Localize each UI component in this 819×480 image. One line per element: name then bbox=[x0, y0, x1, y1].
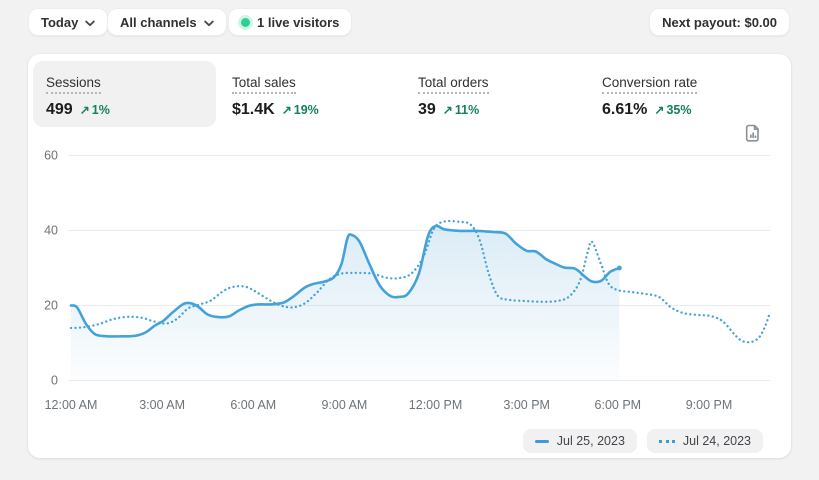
legend-label: Jul 25, 2023 bbox=[556, 434, 625, 448]
trend-badge: ↗ 19% bbox=[282, 103, 319, 117]
series-area-fill bbox=[71, 225, 620, 381]
trend-badge: ↗ 11% bbox=[443, 103, 479, 117]
channel-filter-label: All channels bbox=[120, 14, 197, 30]
metric-label: Conversion rate bbox=[602, 75, 698, 94]
metric-label: Sessions bbox=[46, 75, 101, 94]
x-axis-tick-label: 9:00 PM bbox=[686, 398, 733, 412]
trend-delta: 35% bbox=[666, 103, 692, 117]
sessions-line-chart[interactable]: 0 20 40 60 12:00 AM 3:00 AM 6:00 AM 9:00 AM 12:0… bbox=[28, 54, 791, 458]
y-axis-tick-label: 60 bbox=[44, 149, 58, 163]
metric-value: $1.4K bbox=[232, 101, 275, 118]
chart-legend: Jul 25, 2023 Jul 24, 2023 bbox=[522, 429, 763, 453]
trend-up-icon: ↗ bbox=[281, 103, 292, 117]
series-endpoint-dot bbox=[616, 265, 622, 271]
live-visitors-badge[interactable]: 1 live visitors bbox=[228, 8, 353, 36]
metric-tab-total-sales[interactable]: Total sales $1.4K ↗ 19% bbox=[232, 74, 319, 119]
metric-tab-sessions[interactable]: Sessions 499 ↗ 1% bbox=[46, 74, 110, 119]
trend-delta: 11% bbox=[454, 103, 480, 117]
metric-tab-total-orders[interactable]: Total orders 39 ↗ 11% bbox=[418, 74, 489, 119]
dotted-line-swatch-icon bbox=[658, 439, 675, 443]
metric-value: 499 bbox=[46, 101, 73, 118]
trend-up-icon: ↗ bbox=[79, 103, 90, 117]
metric-value: 6.61% bbox=[602, 101, 648, 118]
date-range-label: Today bbox=[41, 14, 79, 30]
date-range-button[interactable]: Today bbox=[28, 8, 109, 36]
trend-up-icon: ↗ bbox=[654, 103, 665, 117]
next-payout-label: Next payout: $0.00 bbox=[662, 14, 777, 30]
legend-item-jul-24[interactable]: Jul 24, 2023 bbox=[646, 429, 763, 453]
top-bar: Today All channels 1 live visitors Next … bbox=[0, 0, 819, 48]
x-axis-tick-label: 9:00 AM bbox=[321, 398, 367, 412]
x-axis-tick-label: 3:00 AM bbox=[139, 398, 185, 412]
trend-badge: ↗ 1% bbox=[80, 103, 110, 117]
analytics-card: 0 20 40 60 12:00 AM 3:00 AM 6:00 AM 9:00 AM 12:0… bbox=[28, 54, 791, 458]
live-indicator-dot-icon bbox=[241, 17, 250, 27]
trend-delta: 19% bbox=[293, 103, 319, 117]
x-axis-tick-label: 6:00 PM bbox=[595, 398, 642, 412]
live-visitors-label: 1 live visitors bbox=[257, 14, 340, 30]
y-axis-tick-label: 0 bbox=[51, 374, 58, 388]
chevron-down-icon bbox=[85, 15, 96, 30]
y-axis-tick-label: 20 bbox=[44, 299, 58, 313]
metric-label: Total sales bbox=[232, 75, 296, 94]
trend-up-icon: ↗ bbox=[442, 103, 453, 117]
trend-delta: 1% bbox=[91, 103, 110, 117]
x-axis-tick-label: 3:00 PM bbox=[503, 398, 550, 412]
metric-label: Total orders bbox=[418, 75, 489, 94]
chevron-down-icon bbox=[203, 15, 214, 30]
trend-badge: ↗ 35% bbox=[654, 103, 691, 117]
x-axis-tick-label: 6:00 AM bbox=[230, 398, 276, 412]
series-line-solid bbox=[69, 224, 621, 338]
next-payout-button[interactable]: Next payout: $0.00 bbox=[649, 8, 790, 36]
metric-tab-sessions-highlight[interactable] bbox=[33, 61, 216, 127]
document-bar-chart-icon bbox=[745, 124, 759, 142]
series-line-dotted bbox=[69, 219, 771, 344]
y-axis-tick-label: 40 bbox=[44, 224, 58, 238]
view-report-button[interactable] bbox=[740, 120, 766, 146]
legend-label: Jul 24, 2023 bbox=[682, 434, 751, 448]
x-axis-tick-label: 12:00 PM bbox=[409, 398, 463, 412]
x-axis-tick-label: 12:00 AM bbox=[45, 398, 98, 412]
solid-line-swatch-icon bbox=[534, 439, 549, 443]
metric-value: 39 bbox=[418, 101, 436, 118]
legend-item-jul-25[interactable]: Jul 25, 2023 bbox=[522, 429, 637, 453]
metric-tab-conversion-rate[interactable]: Conversion rate 6.61% ↗ 35% bbox=[602, 74, 698, 119]
channel-filter-button[interactable]: All channels bbox=[107, 8, 227, 36]
